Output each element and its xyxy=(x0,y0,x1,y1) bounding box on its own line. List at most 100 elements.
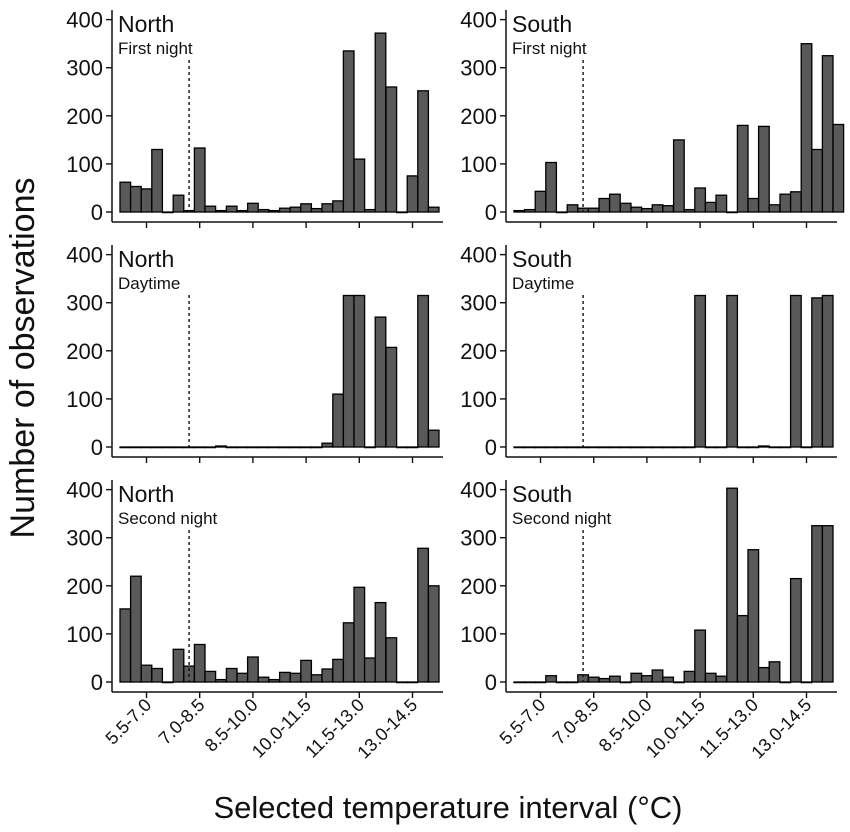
panel-region-label: South xyxy=(512,11,572,37)
bar xyxy=(630,672,643,683)
bar xyxy=(587,446,600,449)
bar xyxy=(587,676,600,683)
bar xyxy=(513,446,526,449)
x-tick-label: 5.5-7.0 xyxy=(102,695,156,749)
bar xyxy=(332,393,345,448)
bar xyxy=(363,446,376,449)
bar xyxy=(704,672,717,683)
bar xyxy=(353,294,366,448)
bar xyxy=(747,446,760,449)
y-tick-label: 300 xyxy=(460,56,497,81)
y-tick-label: 0 xyxy=(485,435,497,460)
y-tick-label: 100 xyxy=(460,622,497,647)
bar xyxy=(374,601,387,683)
bar xyxy=(417,90,430,213)
bar xyxy=(694,187,707,213)
y-axis-title: Number of observations xyxy=(4,178,42,539)
bar xyxy=(640,207,653,213)
bar xyxy=(662,205,675,213)
panel-region-label: South xyxy=(512,246,572,272)
bar xyxy=(246,202,259,213)
panel-south-second-night: 0 100 200 300 400 South Second night xyxy=(460,478,837,698)
bar xyxy=(268,209,281,213)
bar xyxy=(608,193,621,213)
bar xyxy=(363,657,376,683)
bar xyxy=(523,208,536,213)
panel-period-label: Second night xyxy=(512,509,612,528)
x-tick-labels: 5.5-7.0 7.0-8.58.5-10.010.0-11.511.5-13.0… xyxy=(102,695,816,763)
bar xyxy=(161,446,174,449)
bar xyxy=(236,446,249,449)
panel-region-label: North xyxy=(118,246,174,272)
bar xyxy=(523,446,536,449)
bar xyxy=(278,671,291,683)
y-tick-label: 400 xyxy=(66,8,103,33)
panel-region-label: South xyxy=(512,481,572,507)
bar xyxy=(300,446,313,449)
bar xyxy=(172,648,185,683)
bar xyxy=(534,681,547,684)
bar xyxy=(214,445,227,448)
bar xyxy=(779,681,792,684)
x-tick-label: 7.0-8.5 xyxy=(155,695,209,749)
bar xyxy=(204,205,217,213)
bar xyxy=(598,197,611,213)
bar xyxy=(353,158,366,213)
bar xyxy=(800,446,813,449)
bar xyxy=(768,204,781,213)
bar xyxy=(374,32,387,213)
bar xyxy=(555,446,568,449)
bar xyxy=(151,446,164,449)
bar xyxy=(300,203,313,213)
bar xyxy=(789,577,802,683)
bar xyxy=(119,446,132,449)
y-tick-label: 100 xyxy=(66,387,103,412)
bar xyxy=(640,675,653,683)
bar xyxy=(268,678,281,683)
bar xyxy=(129,575,142,683)
bar xyxy=(395,211,408,214)
bar xyxy=(779,193,792,213)
bar xyxy=(672,139,685,213)
panel-period-label: Daytime xyxy=(512,274,574,293)
y-tick-label: 100 xyxy=(66,622,103,647)
y-tick-label: 0 xyxy=(91,670,103,695)
bar xyxy=(598,446,611,449)
y-tick-label: 300 xyxy=(66,291,103,316)
bar xyxy=(811,297,824,448)
bar xyxy=(225,205,238,213)
bar xyxy=(172,194,185,213)
bar xyxy=(332,200,345,213)
bar xyxy=(289,446,302,449)
y-tick-label: 400 xyxy=(66,243,103,268)
bar xyxy=(768,446,781,449)
y-tick-label: 100 xyxy=(460,152,497,177)
y-tick-label: 200 xyxy=(66,574,103,599)
bar xyxy=(289,672,302,683)
bar xyxy=(310,446,323,449)
bar xyxy=(736,124,749,213)
bar xyxy=(726,211,739,214)
y-tick-label: 0 xyxy=(485,200,497,225)
bar xyxy=(236,672,249,683)
bar xyxy=(140,188,153,213)
bar xyxy=(651,669,664,683)
bar xyxy=(619,681,632,684)
bar xyxy=(129,185,142,213)
y-tick-label: 300 xyxy=(460,526,497,551)
bar xyxy=(694,294,707,448)
bar xyxy=(417,547,430,683)
bar xyxy=(363,208,376,213)
bar xyxy=(374,316,387,448)
bar xyxy=(129,446,142,449)
bar xyxy=(545,675,558,683)
y-tick-label: 200 xyxy=(460,574,497,599)
bar xyxy=(332,658,345,683)
bar xyxy=(608,675,621,683)
y-tick-label: 200 xyxy=(66,339,103,364)
bar xyxy=(268,446,281,449)
bar xyxy=(779,446,792,449)
bar xyxy=(821,55,834,213)
bar xyxy=(321,668,334,683)
bar xyxy=(353,586,366,683)
